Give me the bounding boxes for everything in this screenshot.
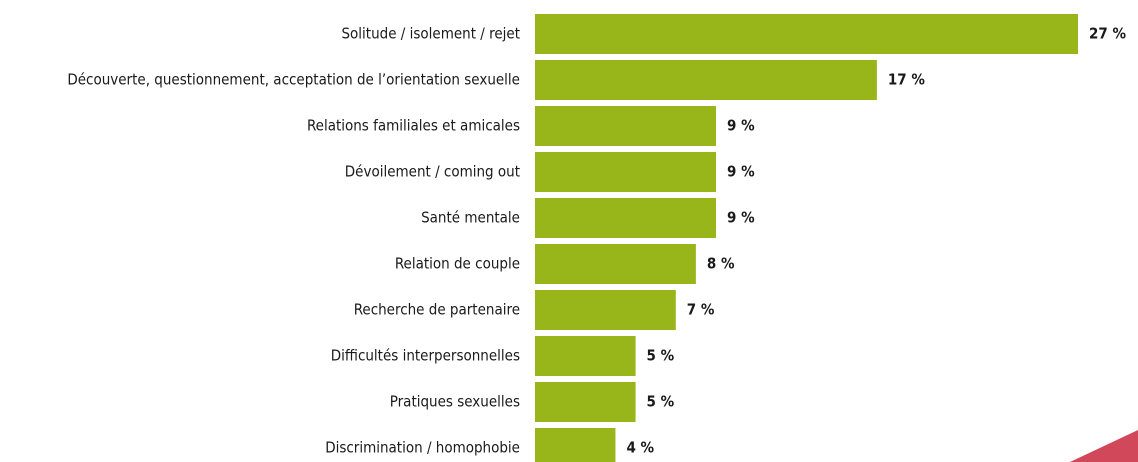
chart: Solitude / isolement / rejet 27 % Découver… — [0, 0, 1138, 462]
category-label: Recherche de partenaire — [354, 301, 520, 319]
value-label: 5 % — [647, 347, 675, 365]
decoration — [1070, 430, 1138, 462]
bar — [535, 60, 877, 100]
bar — [535, 106, 716, 146]
category-label: Dévoilement / coming out — [345, 163, 520, 181]
category-label: Difficultés interpersonnelles — [331, 347, 520, 365]
category-label: Pratiques sexuelles — [390, 393, 520, 411]
value-label: 7 % — [687, 301, 715, 319]
bar — [535, 152, 716, 192]
value-label: 5 % — [647, 393, 675, 411]
bar — [535, 198, 716, 238]
value-label: 9 % — [727, 117, 755, 135]
category-label: Santé mentale — [421, 209, 520, 227]
bar — [535, 336, 636, 376]
value-label: 17 % — [888, 71, 925, 89]
category-label: Discrimination / homophobie — [325, 439, 520, 457]
page: {"chart_data": {"type": "bar", "orientat… — [0, 0, 1138, 462]
bar — [535, 244, 696, 284]
bar — [535, 428, 615, 462]
category-label: Découverte, questionnement, acceptation … — [67, 71, 520, 89]
category-label: Relations familiales et amicales — [307, 117, 520, 135]
bar — [535, 290, 676, 330]
bar — [535, 14, 1078, 54]
value-label: 8 % — [707, 255, 735, 273]
value-label: 9 % — [727, 209, 755, 227]
bar — [535, 382, 636, 422]
value-label: 4 % — [626, 439, 654, 457]
value-label: 27 % — [1089, 25, 1126, 43]
value-label: 9 % — [727, 163, 755, 181]
category-label: Relation de couple — [395, 255, 520, 273]
category-label: Solitude / isolement / rejet — [341, 25, 520, 43]
